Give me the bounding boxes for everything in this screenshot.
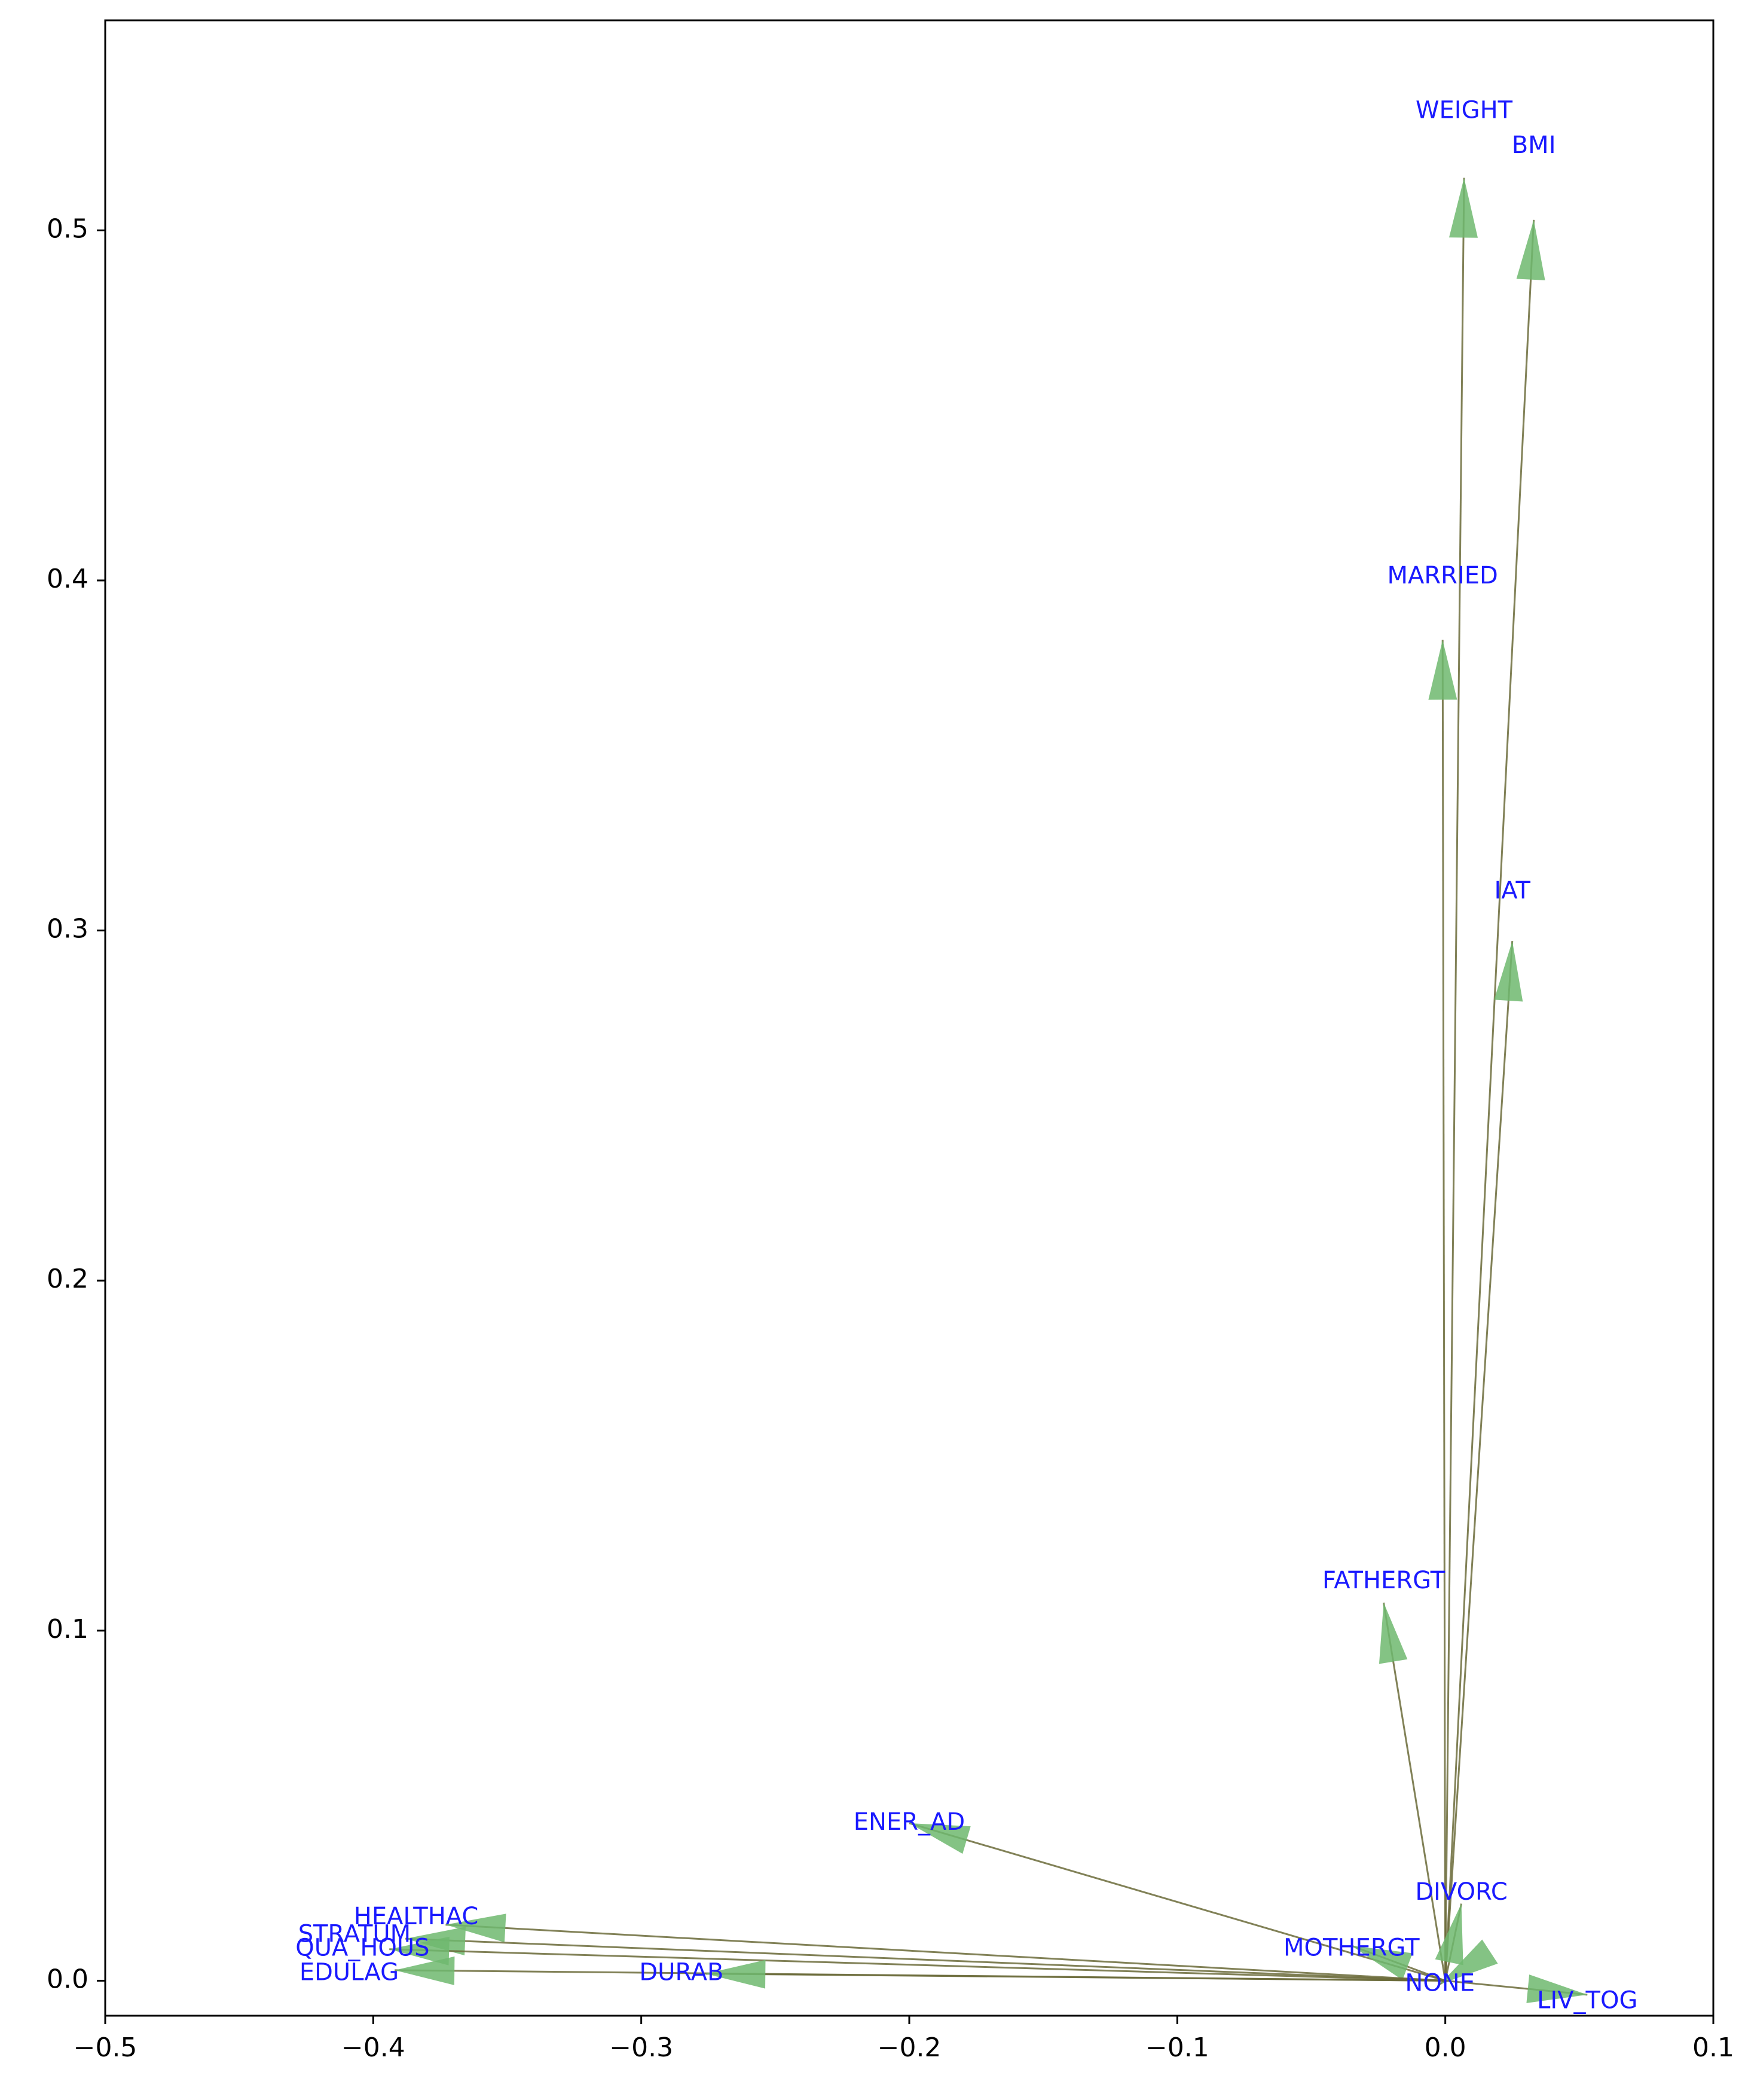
vector-label-divorc: DIVORC	[1415, 1878, 1507, 1906]
x-tick-label: −0.2	[878, 2032, 942, 2063]
vector-arrowhead-weight	[1449, 178, 1478, 238]
x-axis: −0.5 −0.4 −0.3 −0.2 −0.1 0.0 0.1	[74, 2016, 1734, 2063]
y-tick-label: 0.3	[47, 914, 88, 944]
vector-arrowhead-qua-hous	[389, 1936, 450, 1965]
y-tick-label: 0.1	[47, 1614, 88, 1644]
vector-arrowhead-healthac	[445, 1913, 506, 1943]
vector-label-qua-hous: QUA_HOUS	[295, 1934, 429, 1962]
vector-label-mothergt: MOTHERGT	[1283, 1934, 1420, 1962]
vector-line-bmi	[1444, 219, 1535, 1981]
y-tick-label: 0.0	[47, 1964, 88, 1994]
x-tick-label: −0.1	[1145, 2032, 1209, 2063]
vector-label-liv-tog: LIV_TOG	[1537, 1987, 1637, 2015]
vectors-layer	[389, 178, 1588, 2003]
x-tick-label: −0.3	[609, 2032, 673, 2063]
vector-label-married: MARRIED	[1388, 562, 1498, 589]
vector-line-married	[1441, 640, 1447, 1981]
vector-line-qua-hous	[389, 1948, 1445, 1982]
vector-label-stratum: STRATUM	[298, 1920, 411, 1948]
vector-arrowhead-edulag	[395, 1956, 455, 1985]
vector-label-none: NONE	[1405, 1969, 1475, 1997]
vector-line-healthac	[445, 1924, 1445, 1982]
vector-label-edulag: EDULAG	[300, 1959, 399, 1986]
vector-label-weight: WEIGHT	[1416, 96, 1513, 124]
vector-line-durab	[705, 1973, 1445, 1982]
vector-line-iat	[1444, 941, 1514, 1981]
y-tick-label: 0.4	[47, 564, 88, 594]
vector-label-fathergt: FATHERGT	[1322, 1567, 1445, 1594]
vector-arrowhead-fathergt	[1379, 1602, 1408, 1664]
vector-arrowhead-bmi	[1516, 219, 1545, 280]
vector-label-iat: IAT	[1495, 877, 1531, 904]
vector-label-bmi: BMI	[1512, 132, 1556, 159]
x-tick-label: −0.4	[341, 2032, 405, 2063]
vector-arrowhead-ener-ad	[909, 1823, 971, 1854]
vector-arrowhead-mothergt	[1351, 1945, 1413, 1980]
vector-arrowhead-iat	[1494, 941, 1523, 1002]
vector-arrowhead-durab	[705, 1960, 766, 1989]
x-tick-label: −0.5	[74, 2032, 137, 2063]
y-tick-label: 0.5	[47, 213, 88, 244]
vector-label-durab: DURAB	[639, 1959, 723, 1986]
vector-line-stratum	[405, 1937, 1445, 1982]
vector-arrowhead-liv-tog	[1526, 1974, 1588, 2003]
vector-label-healthac: HEALTHAC	[354, 1903, 479, 1930]
y-axis: 0.0 0.1 0.2 0.3 0.4 0.5	[47, 213, 105, 1994]
vector-arrowhead-divorc	[1435, 1903, 1463, 1965]
vector-arrowhead-none	[1440, 1939, 1498, 1985]
x-tick-label: 0.0	[1425, 2032, 1466, 2063]
y-tick-label: 0.2	[47, 1264, 88, 1294]
vector-line-fathergt	[1383, 1602, 1447, 1981]
vector-arrowhead-married	[1428, 640, 1457, 700]
x-tick-label: 0.1	[1692, 2032, 1734, 2063]
vector-labels-layer: WEIGHT BMI MARRIED IAT FATHERGT ENER_AD DIVORC…	[295, 96, 1637, 2014]
vector-line-weight	[1444, 178, 1465, 1981]
vector-label-ener-ad: ENER_AD	[854, 1808, 965, 1836]
vector-line-ener-ad	[909, 1822, 1446, 1982]
